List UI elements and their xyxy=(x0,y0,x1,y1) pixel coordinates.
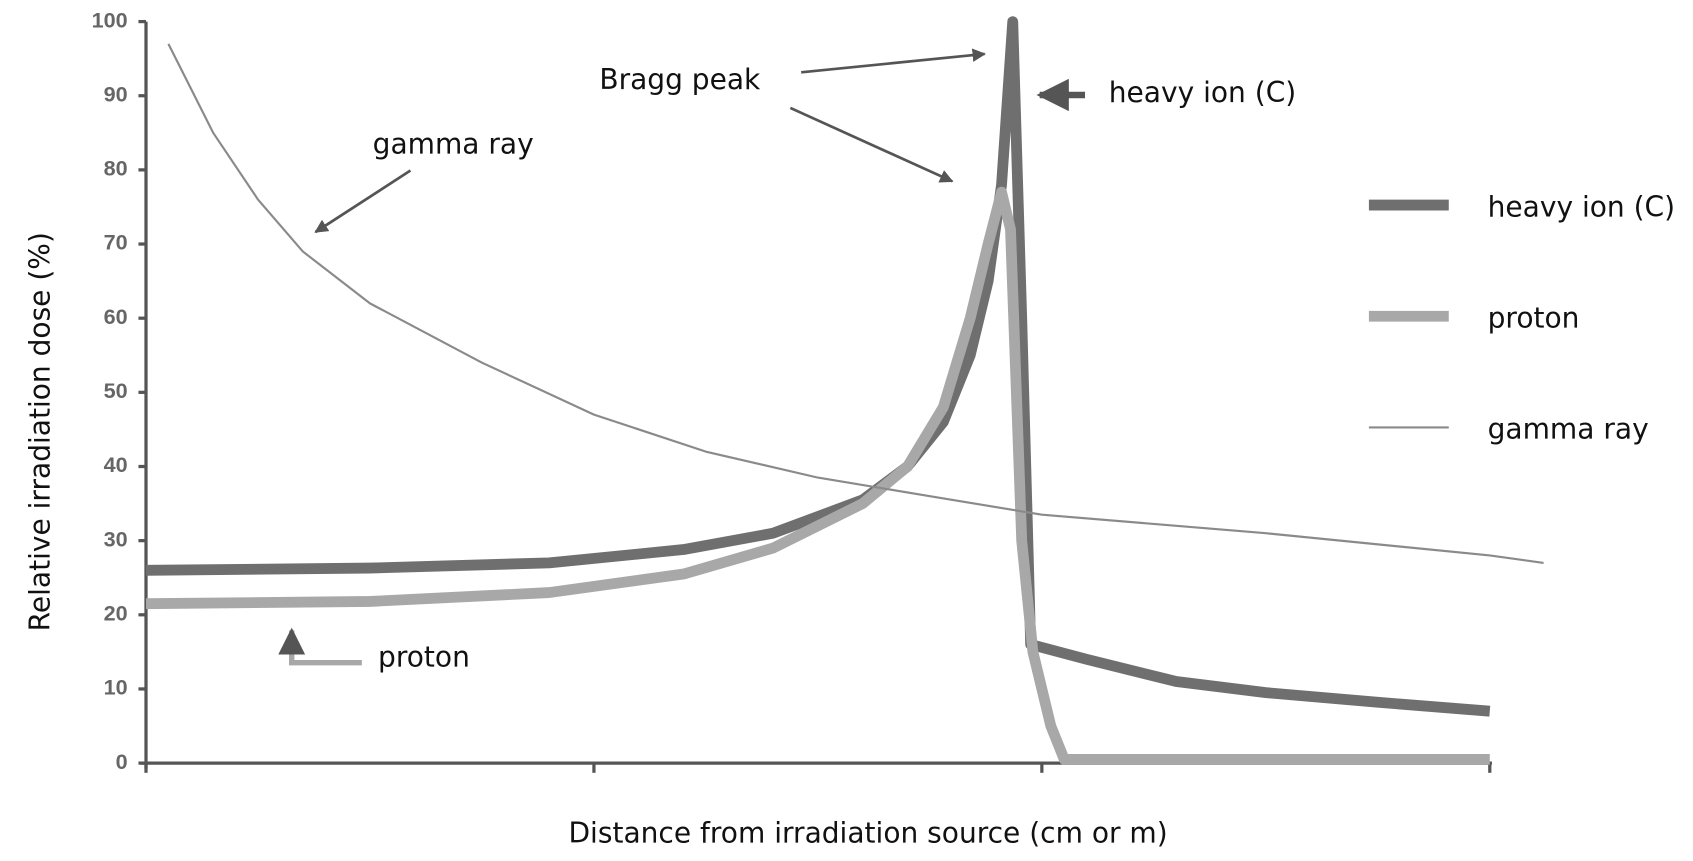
legend-label: gamma ray xyxy=(1488,413,1649,446)
y-tick-label: 60 xyxy=(104,304,128,329)
annotation-arrows xyxy=(278,48,1086,666)
y-tick-label: 70 xyxy=(104,230,128,255)
annotation: heavy ion (C) xyxy=(1109,76,1296,109)
series-line xyxy=(145,16,1491,717)
annotation: proton xyxy=(378,640,470,673)
series-line xyxy=(167,43,1544,564)
annotation: Bragg peak xyxy=(599,63,761,96)
y-tick-label: 50 xyxy=(104,378,128,403)
y-axis-label: Relative irradiation dose (%) xyxy=(23,232,56,631)
y-tick-label: 80 xyxy=(104,156,128,181)
series-line xyxy=(145,186,1490,765)
y-tick-label: 0 xyxy=(116,749,128,774)
x-axis-label: Distance from irradiation source (cm or … xyxy=(568,816,1167,849)
legend-label: heavy ion (C) xyxy=(1488,190,1675,223)
y-tick-label: 40 xyxy=(104,452,128,477)
y-tick-label: 90 xyxy=(104,81,128,106)
y-tick-label: 30 xyxy=(104,526,128,551)
y-tick-label: 100 xyxy=(92,7,128,32)
y-tick-label: 10 xyxy=(104,675,128,700)
annotation: gamma ray xyxy=(373,128,534,161)
legend-label: proton xyxy=(1488,301,1580,334)
y-tick-label: 20 xyxy=(104,600,128,625)
